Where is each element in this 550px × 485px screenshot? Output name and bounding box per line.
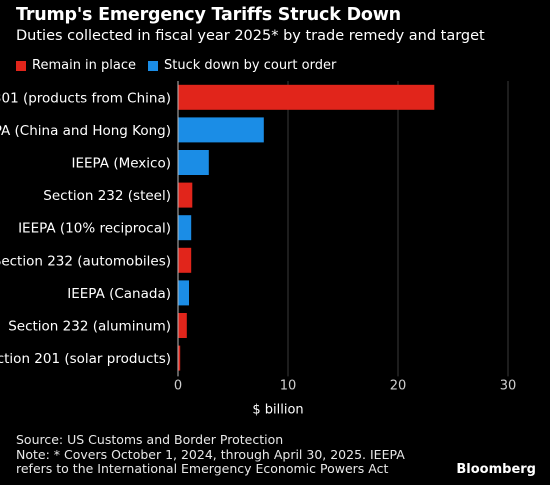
- category-label-7: Section 232 (aluminum): [8, 319, 171, 335]
- x-tick-label-10: 10: [280, 378, 297, 393]
- category-label-5: Section 232 (automobiles): [0, 253, 171, 269]
- chart-title: Trump's Emergency Tariffs Struck Down: [16, 5, 401, 25]
- category-label-0: Section 301 (products from China): [0, 90, 171, 106]
- legend-label-struck: Stuck down by court order: [164, 58, 337, 73]
- legend-swatch-struck: [148, 60, 159, 71]
- legend: Remain in place Stuck down by court orde…: [16, 58, 348, 73]
- bar-1: [178, 117, 264, 143]
- source-note: Source: US Customs and Border Protection: [16, 432, 284, 447]
- legend-item-struck: Stuck down by court order: [148, 58, 336, 73]
- category-label-6: IEEPA (Canada): [67, 286, 171, 302]
- category-label-4: IEEPA (10% reciprocal): [18, 221, 171, 237]
- category-label-1: IEEPA (China and Hong Kong): [0, 123, 171, 139]
- bar-2: [178, 150, 209, 175]
- x-tick-label-20: 20: [390, 378, 407, 393]
- bar-4: [178, 215, 192, 241]
- bloomberg-logo: Bloomberg: [456, 462, 536, 477]
- bar-7: [178, 313, 187, 338]
- category-label-3: Section 232 (steel): [43, 188, 171, 204]
- x-tick-label-0: 0: [174, 378, 182, 393]
- note-line-2: refers to the International Emergency Ec…: [16, 461, 389, 476]
- category-label-8: Section 201 (solar products): [0, 351, 171, 367]
- bar-3: [178, 182, 193, 208]
- x-tick-label-30: 30: [500, 378, 517, 393]
- bar-5: [178, 247, 192, 273]
- x-axis-label: $ billion: [252, 402, 303, 417]
- legend-label-remain: Remain in place: [32, 58, 137, 73]
- bar-8: [178, 345, 181, 371]
- chart-subtitle: Duties collected in fiscal year 2025* by…: [16, 28, 485, 44]
- bar-chart: Section 301 (products from China) IEEPA (…: [0, 81, 517, 417]
- note-line-1: Note: * Covers October 1, 2024, through …: [16, 446, 405, 462]
- legend-item-remain: Remain in place: [16, 58, 136, 73]
- footer: Source: US Customs and Border Protection…: [16, 432, 405, 477]
- bar-6: [178, 280, 189, 306]
- legend-swatch-remain: [16, 60, 26, 71]
- bar-0: [178, 84, 435, 110]
- category-label-2: IEEPA (Mexico): [71, 156, 171, 172]
